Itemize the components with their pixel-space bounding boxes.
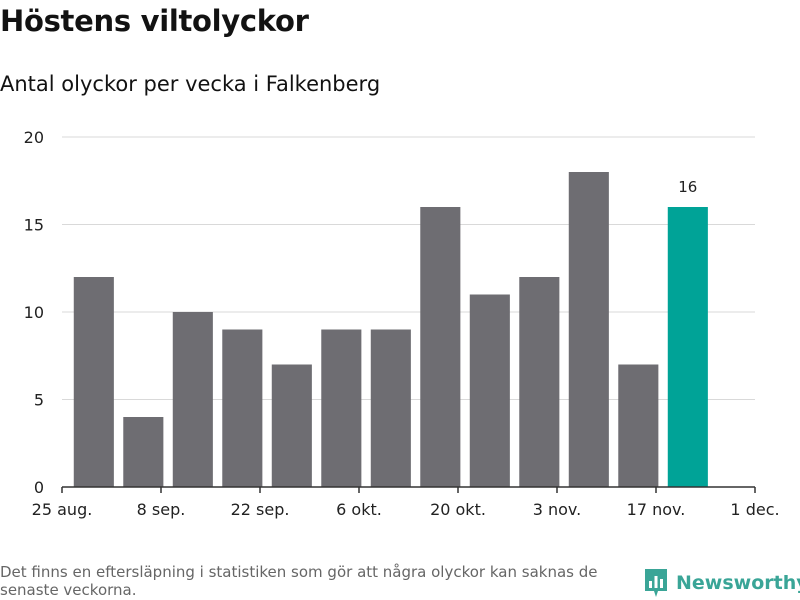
- chart-subtitle: Antal olyckor per vecka i Falkenberg: [0, 72, 381, 96]
- bar: [420, 207, 461, 487]
- x-tick-label: 8 sep.: [137, 500, 186, 519]
- bar: [370, 329, 411, 487]
- bar: [469, 294, 510, 487]
- brand-name: Newsworthy: [676, 572, 800, 594]
- y-tick-label: 5: [34, 391, 44, 410]
- bar: [568, 172, 609, 487]
- x-tick-label: 22 sep.: [231, 500, 290, 519]
- x-tick-label: 20 okt.: [430, 500, 486, 519]
- y-tick-label: 0: [34, 478, 44, 497]
- bar: [222, 329, 263, 487]
- x-tick-label: 3 nov.: [533, 500, 582, 519]
- chart-title: Höstens viltolyckor: [0, 4, 309, 38]
- bar: [172, 312, 213, 487]
- bar-chart: 0 5 10 15 20 16 25 aug. 8 sep. 22 sep. 6 okt. 20 o…: [24, 128, 780, 519]
- bar: [123, 417, 164, 487]
- y-tick-label: 15: [24, 216, 44, 235]
- bar: [271, 364, 312, 487]
- x-tick-label: 25 aug.: [32, 500, 93, 519]
- y-tick-label: 20: [24, 128, 44, 147]
- x-tick-label: 1 dec.: [730, 500, 779, 519]
- y-tick-label: 10: [24, 303, 44, 322]
- x-tick-label: 6 okt.: [336, 500, 382, 519]
- data-label: 16: [678, 178, 697, 196]
- brand-logo: Newsworthy: [644, 568, 800, 598]
- newsworthy-logo-icon: [645, 569, 667, 597]
- bar: [618, 364, 659, 487]
- bar: [519, 277, 560, 487]
- bar: [321, 329, 362, 487]
- x-tick-label: 17 nov.: [627, 500, 686, 519]
- footnote: Det finns en eftersläpning i statistiken…: [0, 563, 598, 599]
- bar: [667, 207, 708, 487]
- bar: [73, 277, 114, 487]
